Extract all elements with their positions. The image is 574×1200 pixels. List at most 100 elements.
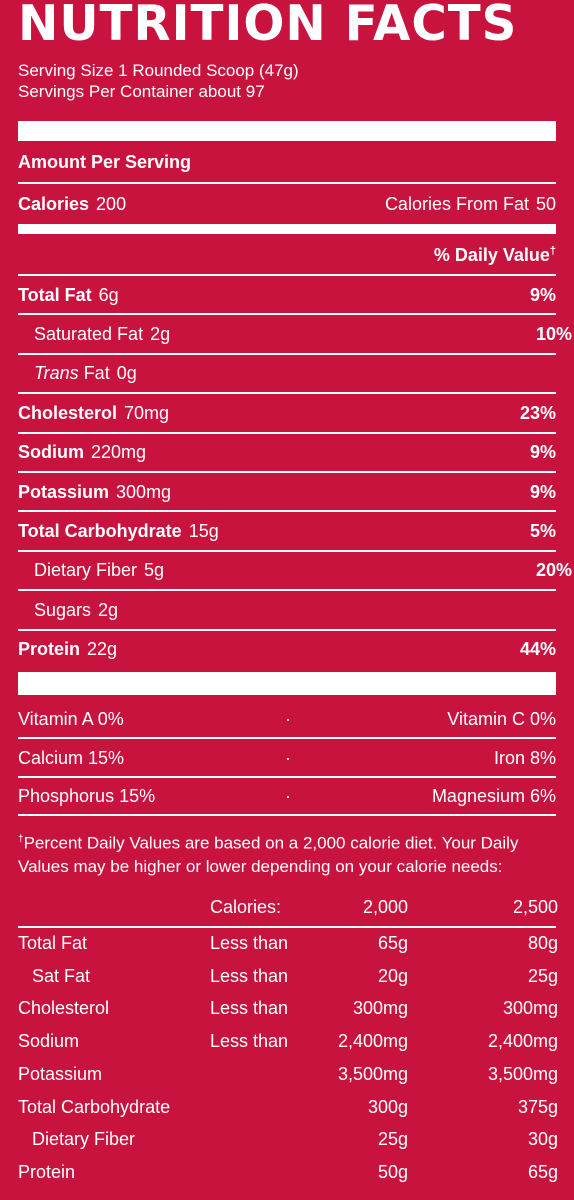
vitamin-right: Iron 8% <box>493 747 556 768</box>
footnote-2500: 25g <box>527 965 558 986</box>
footnote-2500: 300mg <box>502 998 558 1019</box>
divider <box>18 814 556 816</box>
footnote-table-row: Potassium 3,500mg 3,500mg <box>18 1059 558 1091</box>
footnote-2000: 50g <box>377 1161 408 1182</box>
divider <box>18 352 556 355</box>
nutrient-label: Trans Fat <box>34 363 110 384</box>
divider <box>18 628 556 631</box>
nutrient-row: Sodium 220mg 9% <box>18 434 556 472</box>
nutrient-amount: 220mg <box>91 442 147 463</box>
vitamin-separator: · <box>285 786 291 806</box>
footnote-nutrient: Cholesterol <box>18 998 110 1019</box>
divider <box>18 182 556 184</box>
thick-divider-2 <box>18 672 556 695</box>
nutrient-amount: 2g <box>150 323 171 344</box>
footnote-nutrient: Sodium <box>18 1031 80 1052</box>
calories-from-fat-label: Calories From Fat <box>384 193 529 214</box>
footnote-2000: 2,400mg <box>337 1031 408 1052</box>
nutrient-amount: 300mg <box>116 481 172 502</box>
calories-label: Calories <box>18 193 90 214</box>
nutrient-label: Sodium <box>18 442 84 463</box>
footnote-2500: 3,500mg <box>487 1063 558 1084</box>
nutrient-row: Protein 22g 44% <box>18 631 556 669</box>
daily-value-header: % Daily Value <box>433 244 550 265</box>
footnote: †Percent Daily Values are based on a 2,0… <box>18 828 548 878</box>
footnote-nutrient: Sat Fat <box>32 965 91 986</box>
footnote-2000: 20g <box>377 965 408 986</box>
header-2000: 2,000 <box>362 897 408 917</box>
divider <box>18 549 556 552</box>
nutrient-label: Cholesterol <box>18 402 118 423</box>
nutrient-amount: 5g <box>144 560 165 581</box>
header-2500: 2,500 <box>512 897 558 917</box>
nutrient-label: Sugars <box>34 599 92 620</box>
footnote-2000: 300mg <box>352 998 408 1019</box>
vitamin-separator: · <box>285 747 291 768</box>
footnote-limit: Less than <box>210 998 289 1019</box>
footnote-table-row: Dietary Fiber 25g 30g <box>18 1124 558 1156</box>
divider <box>18 471 556 473</box>
vitamin-left: Calcium 15% <box>18 747 125 768</box>
divider <box>18 313 556 316</box>
nutrient-daily-value: 5% <box>529 520 556 541</box>
nutrient-daily-value: 44% <box>519 639 556 660</box>
vitamin-row: Phosphorus 15% · Magnesium 6% <box>18 777 556 815</box>
vitamin-row: Calcium 15% · Iron 8% <box>18 739 556 777</box>
medium-divider <box>18 224 556 234</box>
divider <box>18 737 556 739</box>
nutrient-label-italic: Trans <box>34 363 79 384</box>
footnote-limit: Less than <box>210 1031 289 1052</box>
footnote-2000: 3,500mg <box>337 1063 408 1084</box>
servings-per-container: Servings Per Container about 97 <box>18 82 265 101</box>
vitamin-right: Vitamin C 0% <box>447 709 556 729</box>
footnote-table-row: Sodium Less than 2,400mg 2,400mg <box>18 1026 558 1058</box>
footnote-2000: 25g <box>377 1129 408 1150</box>
nutrient-amount: 70mg <box>124 402 170 423</box>
header-calories-label: Calories: <box>210 897 282 917</box>
footnote-nutrient: Total Carbohydrate <box>18 1096 171 1117</box>
nutrient-label: Protein <box>18 639 81 660</box>
divider <box>18 510 556 513</box>
divider <box>18 274 556 276</box>
footnote-2000: 65g <box>377 933 408 953</box>
footnote-nutrient: Protein <box>18 1161 76 1182</box>
daily-value-header-row: % Daily Value† <box>18 236 556 274</box>
footnote-text: Percent Daily Values are based on a 2,00… <box>18 833 519 876</box>
label-title: NUTRITION FACTS <box>18 0 518 52</box>
footnote-table-row: Total Fat Less than 65g 80g <box>18 928 558 960</box>
serving-size: Serving Size 1 Rounded Scoop (47g) <box>18 61 299 80</box>
divider <box>18 589 556 592</box>
nutrient-label: Potassium <box>18 481 110 502</box>
nutrient-amount: 22g <box>87 639 118 660</box>
calories-value: 200 <box>96 193 127 214</box>
divider <box>18 431 556 434</box>
nutrient-amount: 0g <box>116 363 137 384</box>
footnote-table-row: Protein 50g 65g <box>18 1157 558 1189</box>
calories-row: Calories 200 Calories From Fat 50 <box>18 185 556 223</box>
amount-per-serving: Amount Per Serving <box>18 151 192 172</box>
footnote-nutrient: Potassium <box>18 1063 103 1084</box>
nutrient-row: Saturated Fat 2g 10% <box>18 315 572 353</box>
footnote-2500: 375g <box>517 1096 558 1117</box>
vitamin-separator: · <box>285 709 291 729</box>
vitamin-left: Phosphorus 15% <box>18 786 156 806</box>
nutrient-row: Total Fat 6g 9% <box>18 276 556 314</box>
thick-divider <box>18 121 556 141</box>
nutrient-amount: 2g <box>98 599 119 620</box>
nutrient-row: Dietary Fiber 5g 20% <box>18 552 572 590</box>
vitamin-left: Vitamin A 0% <box>18 709 124 729</box>
nutrient-daily-value: 9% <box>529 481 556 502</box>
footnote-nutrient: Dietary Fiber <box>32 1129 136 1150</box>
nutrient-daily-value: 10% <box>535 323 572 344</box>
nutrient-row: Cholesterol 70mg 23% <box>18 394 556 432</box>
nutrient-label: Dietary Fiber <box>34 560 138 581</box>
vitamin-right: Magnesium 6% <box>431 786 556 806</box>
nutrient-daily-value: 9% <box>529 442 556 463</box>
nutrient-row: Total Carbohydrate 15g 5% <box>18 512 556 550</box>
nutrient-amount: 6g <box>98 284 119 305</box>
nutrient-amount: 15g <box>188 520 219 541</box>
nutrient-label: Total Fat <box>18 284 92 305</box>
dagger-mark: † <box>549 244 556 257</box>
footnote-limit: Less than <box>210 965 289 986</box>
